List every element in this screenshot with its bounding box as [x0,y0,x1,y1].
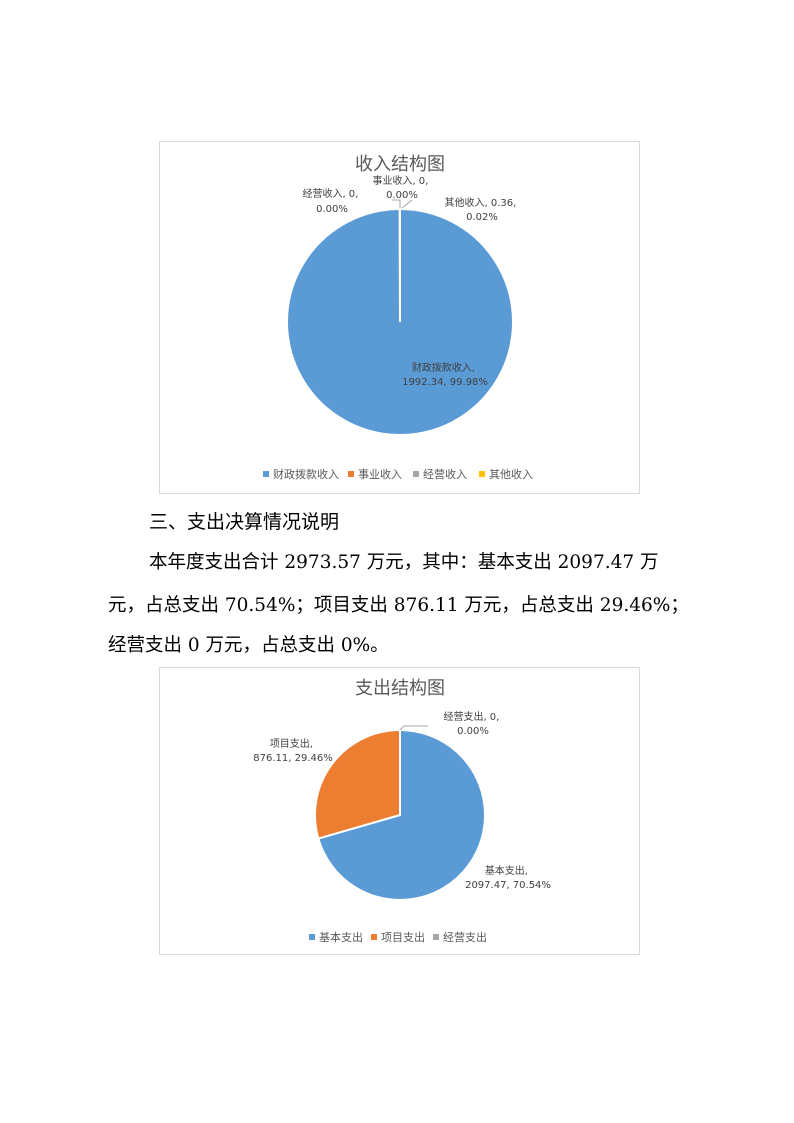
legend-item-project: 项目支出 [381,930,425,944]
expense-chart-title: 支出结构图 [355,678,445,699]
legend-item-fiscal: 财政拨款收入 [273,467,339,481]
paragraph-line-2: 元，占总支出 70.54%；项目支出 876.11 万元，占总支出 29.46%… [108,595,689,616]
expense-label-operating: 经营支出, 0, 0.00% [443,710,502,737]
legend-item-basic: 基本支出 [319,930,363,944]
legend-swatch [413,471,419,477]
legend-swatch [309,934,315,940]
legend-swatch [433,934,439,940]
leader-line [392,199,401,208]
expense-label-basic: 基本支出, 2097.47, 70.54% [465,864,551,891]
pie-slice-project [314,728,401,840]
legend-swatch [479,471,485,477]
income-label-business: 事业收入, 0, 0.00% [372,174,431,201]
income-chart-title: 收入结构图 [355,154,445,175]
legend-item-other: 其他收入 [489,467,533,481]
expense-label-project: 项目支出, 876.11, 29.46% [253,737,332,764]
legend-swatch [263,471,269,477]
income-legend: 财政拨款收入 事业收入 经营收入 其他收入 [263,467,533,481]
income-chart-svg: 收入结构图 财政拨款收入, 1992.34, 99.98% 事业收入, 0, 0… [263,154,533,481]
income-pie [286,207,515,436]
pie-slice-basic [317,728,486,901]
paragraph-line-3: 经营支出 0 万元，占总支出 0%。 [108,635,389,656]
legend-item-operating: 经营支出 [443,930,487,944]
leader-line [401,199,413,209]
legend-item-business: 事业收入 [358,467,402,481]
income-label-operating: 经营收入, 0, 0.00% [302,187,361,215]
expense-chart-svg: 支出结构图 基本支出, 2097.47, 70.54% 项目支出, 876.11… [253,678,551,944]
income-label-other: 其他收入, 0.36, 0.02% [445,196,520,223]
expense-legend: 基本支出 项目支出 经营支出 [309,930,487,944]
expense-pie [314,728,486,901]
income-structure-chart: 收入结构图 财政拨款收入, 1992.34, 99.98% 事业收入, 0, 0… [159,141,640,494]
expense-structure-chart: 支出结构图 基本支出, 2097.47, 70.54% 项目支出, 876.11… [159,667,640,955]
leader-line [399,725,428,731]
section-heading: 三、支出决算情况说明 [149,511,340,533]
legend-item-operating: 经营收入 [423,467,467,481]
legend-swatch [371,934,377,940]
paragraph-line-1: 本年度支出合计 2973.57 万元，其中：基本支出 2097.47 万 [149,552,659,573]
legend-swatch [348,471,354,477]
income-label-fiscal: 财政拨款收入, 1992.34, 99.98% [402,361,488,388]
